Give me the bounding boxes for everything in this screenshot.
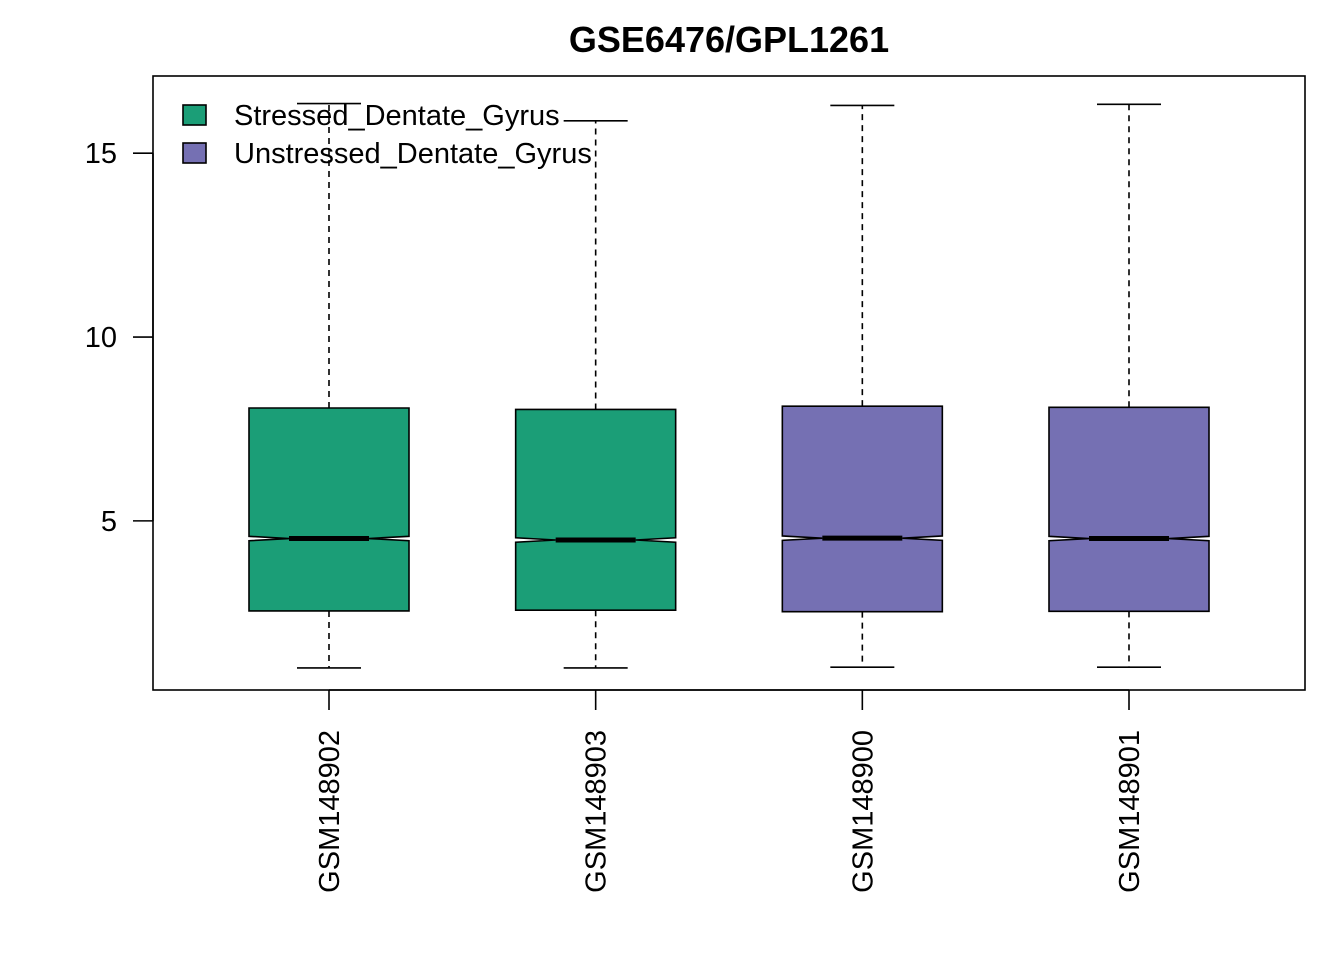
x-tick-label: GSM148901 (1114, 730, 1146, 893)
legend: Stressed_Dentate_Gyrus Unstressed_Dentate… (182, 100, 592, 170)
y-tick-label: 10 (85, 322, 117, 354)
box-GSM148903 (514, 120, 677, 669)
box-GSM148900 (781, 104, 944, 669)
box-body (1048, 406, 1210, 613)
legend-label: Unstressed_Dentate_Gyrus (234, 138, 592, 170)
y-axis: 5 10 15 (85, 138, 154, 538)
box-group (248, 102, 1210, 669)
box-body (248, 407, 410, 612)
x-tick-label: GSM148900 (847, 730, 879, 893)
box-GSM148901 (1048, 103, 1210, 669)
y-tick-label: 5 (101, 506, 117, 538)
chart-title: GSE6476/GPL1261 (569, 19, 889, 60)
legend-swatch (182, 104, 207, 126)
box-body (781, 405, 944, 613)
box-body (514, 408, 677, 612)
y-tick-label: 15 (85, 138, 117, 170)
x-tick-label: GSM148902 (314, 730, 346, 893)
box-GSM148902 (248, 102, 410, 669)
legend-label: Stressed_Dentate_Gyrus (234, 100, 560, 132)
x-tick-label: GSM148903 (581, 730, 613, 893)
x-axis: GSM148902 GSM148903 GSM148900 GSM148901 (314, 689, 1146, 893)
legend-swatch (182, 142, 207, 164)
